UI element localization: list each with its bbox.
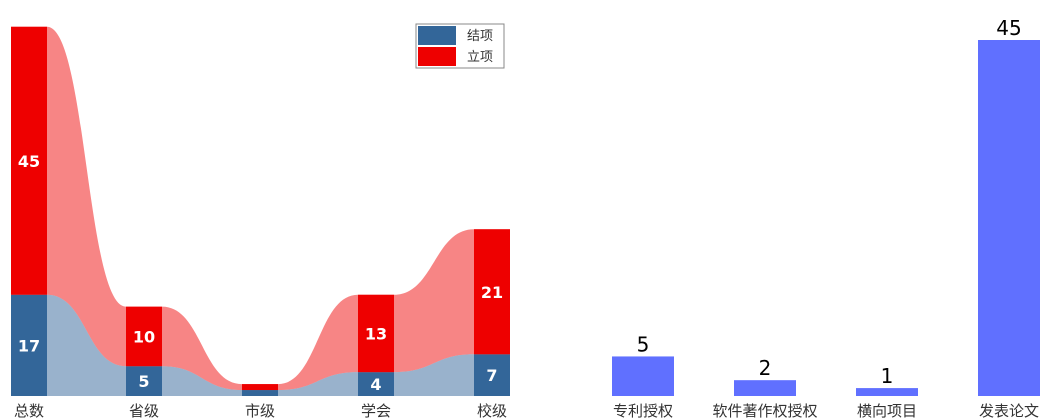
- right-category-label: 发表论文: [979, 402, 1039, 419]
- legend-label-approved: 立项: [467, 50, 493, 65]
- bar-completed: [126, 366, 162, 396]
- bar-approved: [242, 384, 278, 391]
- output-bar: [612, 356, 674, 396]
- output-bar: [978, 40, 1040, 396]
- left-category-label: 学会: [361, 402, 391, 419]
- left-category-label: 校级: [477, 402, 507, 419]
- bar-approved: [11, 26, 47, 295]
- segment-label-approved: 10: [133, 327, 155, 346]
- segment-label-completed: 4: [370, 375, 381, 394]
- legend-swatch-approved: [418, 47, 456, 66]
- right-category-axis: 专利授权 软件著作权授权 横向项目 发表论文: [613, 402, 1039, 419]
- legend-label-completed: 结项: [467, 29, 493, 44]
- right-category-label: 软件著作权授权: [712, 402, 817, 419]
- segment-label-layer: 17 45 5 10 4 13 7 21: [18, 152, 503, 394]
- legend: 结项 立项: [415, 23, 505, 69]
- left-category-label: 总数: [14, 402, 44, 419]
- bar-approved: [474, 229, 510, 355]
- left-category-label: 市级: [245, 402, 275, 419]
- output-value-label: 2: [759, 356, 772, 380]
- bar-completed: [11, 294, 47, 396]
- bar-completed: [358, 372, 394, 396]
- output-value-label: 1: [881, 364, 894, 388]
- right-category-label: 横向项目: [857, 402, 917, 419]
- left-category-axis: 总数 省级 市级 学会 校级: [14, 402, 507, 419]
- segment-label-completed: 7: [486, 366, 497, 385]
- segment-label-approved: 21: [481, 283, 503, 302]
- bar-completed: [242, 390, 278, 396]
- ribbon-layer: [11, 26, 510, 396]
- left-category-label: 省级: [129, 402, 159, 419]
- output-value-label: 5: [637, 332, 650, 356]
- segment-label-completed: 17: [18, 336, 40, 355]
- legend-swatch-completed: [418, 26, 456, 45]
- output-value-label: 45: [996, 16, 1021, 40]
- output-bar: [734, 380, 796, 396]
- bar-completed: [474, 354, 510, 396]
- segment-label-approved: 45: [18, 152, 40, 171]
- segment-label-approved: 13: [365, 324, 387, 343]
- segment-label-completed: 5: [138, 372, 149, 391]
- output-value-label-layer: 5 2 1 45: [637, 16, 1022, 388]
- bar-approved: [358, 294, 394, 373]
- output-bar: [856, 388, 918, 396]
- output-bar-layer: [612, 40, 1040, 396]
- right-category-label: 专利授权: [613, 402, 673, 419]
- stacked-bar-layer: [11, 26, 510, 396]
- bar-approved: [126, 306, 162, 367]
